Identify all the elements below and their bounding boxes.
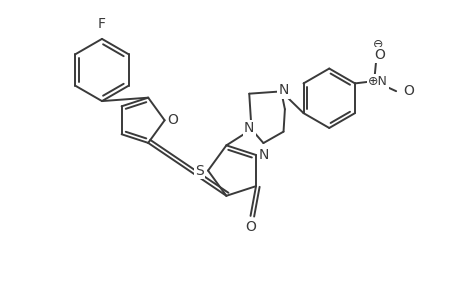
Text: ⊖: ⊖ bbox=[372, 38, 382, 51]
Text: F: F bbox=[98, 17, 106, 31]
Text: N: N bbox=[258, 148, 269, 162]
Text: S: S bbox=[195, 164, 204, 178]
Text: O: O bbox=[245, 220, 255, 234]
Text: O: O bbox=[373, 48, 384, 62]
Text: ⊕N: ⊕N bbox=[367, 75, 387, 88]
Text: N: N bbox=[244, 121, 254, 135]
Text: O: O bbox=[403, 84, 414, 98]
Text: N: N bbox=[278, 83, 288, 98]
Text: O: O bbox=[167, 113, 178, 127]
